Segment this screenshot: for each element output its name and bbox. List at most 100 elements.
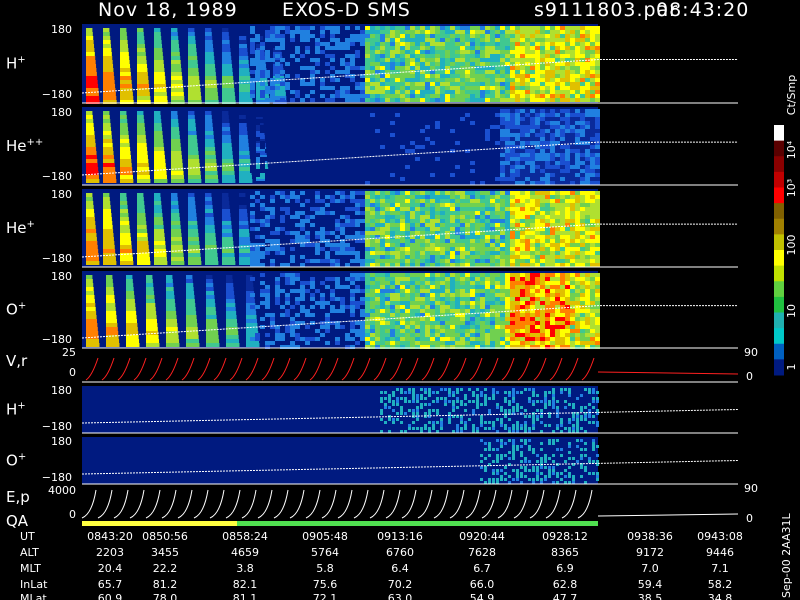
- spectrogram-cell: [415, 285, 420, 289]
- spectrogram-cell: [335, 145, 340, 149]
- spectrogram-cell: [435, 90, 440, 94]
- spectrogram-cell: [425, 203, 430, 207]
- spectrogram-cell: [415, 109, 420, 113]
- spectrogram-cell: [290, 195, 295, 199]
- spectrogram-cell: [565, 195, 570, 199]
- spectrogram-cell: [345, 173, 350, 177]
- spectrogram-cell: [390, 195, 395, 199]
- spectrogram-cell: [420, 309, 425, 313]
- spectrogram-cell: [390, 109, 395, 113]
- spectrogram-cell: [295, 325, 300, 329]
- spectrogram-cell: [470, 305, 475, 309]
- spectrogram-cell: [520, 293, 525, 297]
- spectrogram-cell: [380, 137, 385, 141]
- spectrogram-cell: [400, 30, 405, 34]
- spectrogram-cell: [525, 301, 530, 305]
- spectrogram-cell: [560, 133, 565, 137]
- spectrogram-cell: [505, 231, 510, 235]
- spectrogram-cell: [530, 161, 535, 165]
- spectrogram-cell: [120, 111, 127, 115]
- spectrogram-cell: [300, 281, 305, 285]
- spectrogram-cell: [460, 247, 465, 251]
- spectrogram-cell: [440, 333, 445, 337]
- spectrogram-cell: [300, 239, 305, 243]
- spectrogram-cell: [465, 325, 470, 329]
- spectrogram-cell: [525, 94, 530, 98]
- spectrogram-cell: [390, 117, 395, 121]
- spectrogram-cell: [530, 337, 535, 341]
- spectrogram-cell: [405, 94, 410, 98]
- spectrogram-cell: [345, 153, 350, 157]
- spectrogram-cell: [540, 70, 545, 74]
- spectrogram-cell: [495, 195, 500, 199]
- spectrogram-cell: [560, 259, 565, 263]
- spectrogram-cell: [460, 215, 465, 219]
- spectrogram-cell: [171, 64, 182, 68]
- spectrogram-cell: [460, 58, 465, 62]
- spectrogram-cell: [280, 98, 285, 102]
- spectrogram-cell: [400, 173, 405, 177]
- spectrogram-cell: [440, 169, 445, 173]
- spectrogram-cell: [280, 153, 285, 157]
- spectrogram-cell: [260, 62, 265, 66]
- spectrogram-cell: [205, 143, 215, 147]
- spectrogram-cell: [515, 90, 520, 94]
- spectrogram-cell: [425, 66, 430, 70]
- spectrogram-cell: [300, 82, 305, 86]
- spectrogram-cell: [280, 38, 285, 42]
- spectrogram-cell: [300, 219, 305, 223]
- spectrogram-cell: [465, 341, 470, 345]
- spectrogram-cell: [166, 283, 174, 287]
- spectrogram-cell: [395, 109, 400, 113]
- spectrogram-cell: [495, 70, 500, 74]
- spectrogram-cell: [285, 86, 290, 90]
- spectrogram-cell: [365, 121, 370, 125]
- spectrogram-cell: [490, 239, 495, 243]
- spectrogram-cell: [239, 249, 252, 253]
- spectrogram-cell: [188, 253, 201, 257]
- spectrogram-cell: [525, 219, 530, 223]
- spectrogram-cell: [480, 259, 485, 263]
- spectrogram-cell: [300, 121, 305, 125]
- spectrogram-cell: [400, 161, 405, 165]
- spectrogram-cell: [485, 277, 490, 281]
- spectrogram-cell: [425, 251, 430, 255]
- spectrogram-cell: [103, 84, 116, 88]
- spectrogram-cell: [465, 113, 470, 117]
- spectrogram-cell: [535, 62, 540, 66]
- spectrogram-cell: [360, 90, 365, 94]
- spectrogram-cell: [525, 145, 530, 149]
- spectrogram-cell: [445, 173, 450, 177]
- spectrogram-cell: [256, 56, 266, 60]
- spectrogram-cell: [495, 94, 500, 98]
- spectrogram-cell: [530, 281, 535, 285]
- spectrogram-cell: [171, 131, 180, 135]
- spectrogram-cell: [340, 169, 345, 173]
- spectrogram-cell: [370, 70, 375, 74]
- spectrogram-cell: [510, 125, 515, 129]
- spectrogram-cell: [239, 233, 250, 237]
- spectrogram-cell: [520, 121, 525, 125]
- spectrogram-cell: [355, 341, 360, 345]
- spectrogram-cell: [485, 285, 490, 289]
- spectrogram-cell: [460, 297, 465, 301]
- spectrogram-cell: [330, 94, 335, 98]
- spectrogram-cell: [585, 78, 590, 82]
- spectrogram-cell: [450, 165, 455, 169]
- spectrogram-cell: [405, 227, 410, 231]
- spectrogram-cell: [580, 109, 585, 113]
- spectrogram-cell: [515, 113, 520, 117]
- spectrogram-cell: [365, 58, 370, 62]
- spectrogram-cell: [540, 30, 545, 34]
- spectrogram-cell: [520, 137, 525, 141]
- spectrogram-cell: [445, 70, 450, 74]
- spectrogram-cell: [380, 173, 385, 177]
- spectrogram-cell: [205, 64, 216, 68]
- spectrogram-cell: [239, 92, 252, 96]
- spectrogram-cell: [430, 345, 435, 349]
- spectrogram-cell: [205, 127, 214, 131]
- spectrogram-cell: [275, 109, 280, 113]
- spectrogram-cell: [420, 215, 425, 219]
- spectrogram-cell: [206, 339, 220, 343]
- spectrogram-cell: [405, 341, 410, 345]
